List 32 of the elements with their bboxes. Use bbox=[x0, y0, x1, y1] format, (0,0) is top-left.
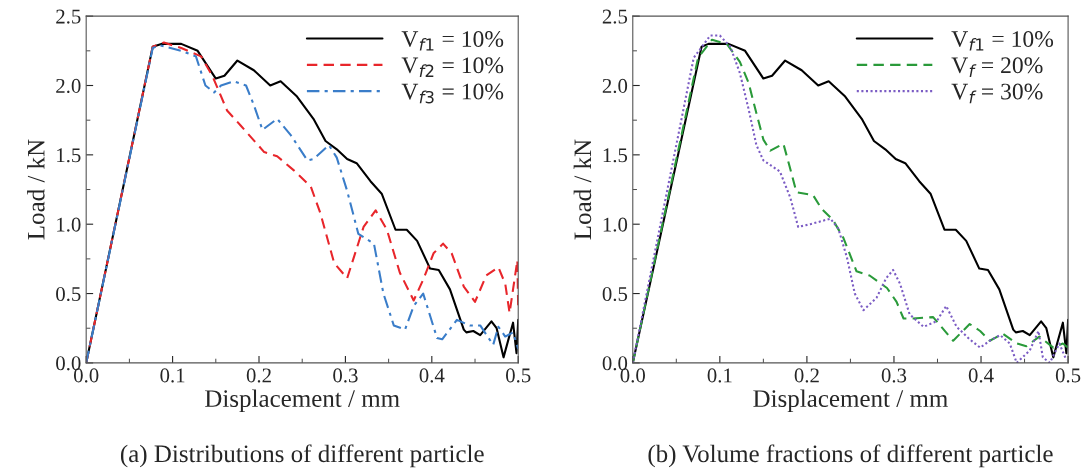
y-tick-label: 1.0 bbox=[603, 217, 628, 232]
x-axis-title: Displacement / mm bbox=[753, 389, 948, 413]
x-tick-label: 0.5 bbox=[1055, 368, 1081, 383]
y-axis-title: Load / kN bbox=[27, 139, 45, 240]
legend-label: V$_{f}$ = 30% bbox=[951, 83, 1043, 104]
y-tick-label: 2.0 bbox=[56, 78, 81, 94]
legend-label: V$_{f1}$ = 10% bbox=[401, 31, 504, 51]
y-tick-label: 0.5 bbox=[56, 286, 81, 302]
x-axis-title: Displacement / mm bbox=[205, 389, 400, 413]
text: (b) Volume fractions of different particle bbox=[648, 444, 1053, 468]
legend-label: V$_{f1}$ = 10% bbox=[951, 31, 1054, 51]
x-tick-label: 0.2 bbox=[246, 368, 271, 383]
y-tick-label: 2.0 bbox=[602, 78, 628, 94]
x-tick-label: 0.3 bbox=[333, 368, 358, 383]
legend-label: V$_{f}$ = 20% bbox=[951, 57, 1043, 77]
x-tick-label: 0.4 bbox=[968, 368, 994, 383]
y-tick-label: 1.5 bbox=[57, 148, 81, 163]
y-tick-label: 2.5 bbox=[602, 9, 628, 24]
y-tick-label: 1.5 bbox=[603, 148, 628, 163]
x-tick-label: 0.5 bbox=[506, 368, 531, 383]
x-tick-label: 0.3 bbox=[881, 368, 907, 383]
legend-label: V$_{f3}$ = 10% bbox=[401, 83, 504, 104]
text: (a) Distributions of different particle bbox=[120, 444, 484, 468]
x-tick-label: 0.4 bbox=[419, 368, 445, 383]
x-tick-label: 0.1 bbox=[707, 368, 732, 383]
x-tick-label: 0.2 bbox=[794, 368, 819, 383]
y-tick-label: 1.0 bbox=[57, 217, 81, 232]
y-tick-label: 0.5 bbox=[602, 286, 628, 302]
y-tick-label: 2.5 bbox=[56, 9, 81, 24]
legend-label: V$_{f2}$ = 10% bbox=[401, 57, 504, 77]
y-axis-title: Load / kN bbox=[573, 139, 592, 240]
x-tick-label: 0.1 bbox=[160, 368, 185, 383]
